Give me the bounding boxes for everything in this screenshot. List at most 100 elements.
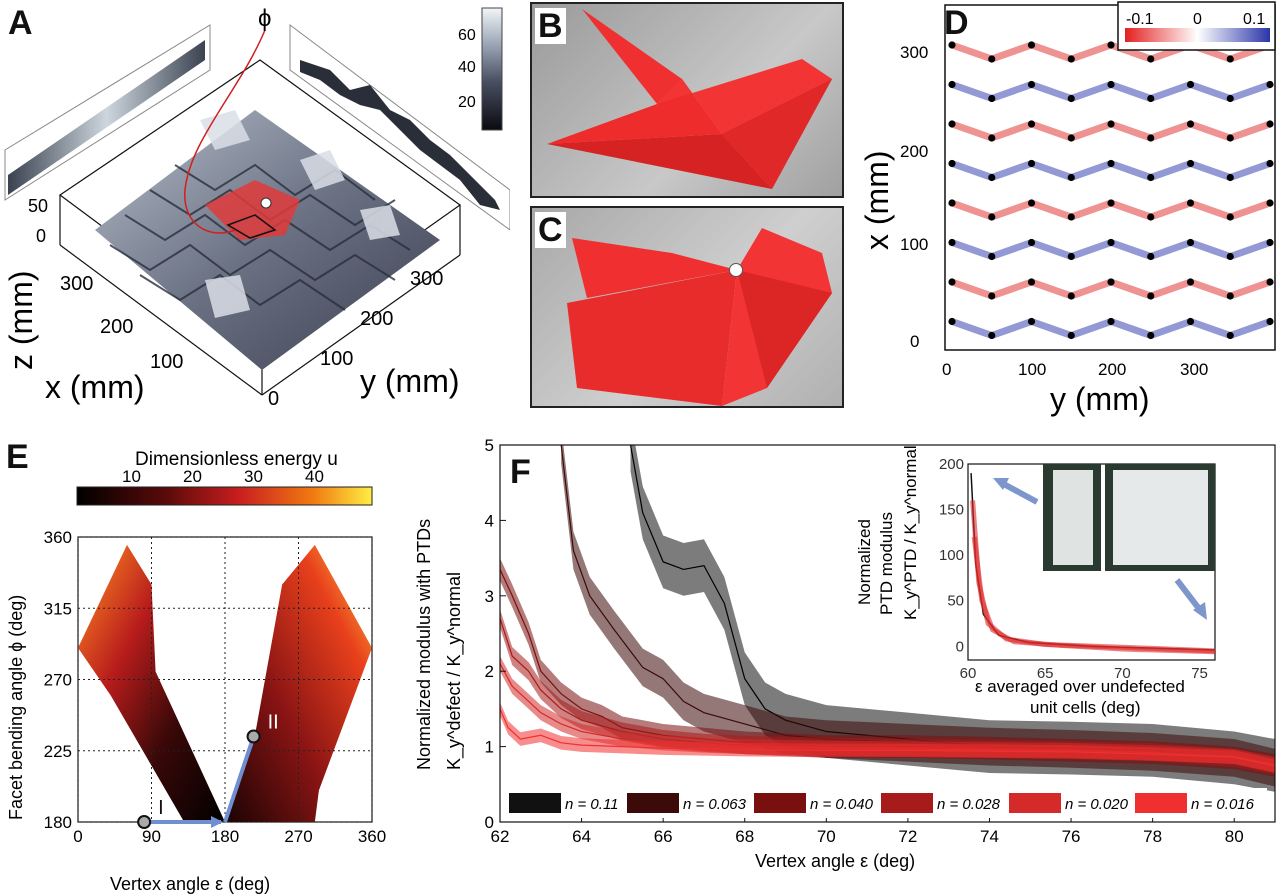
panel-c-photo xyxy=(530,206,844,408)
vertex-dot xyxy=(1147,134,1155,142)
panel-b-photo xyxy=(530,2,844,198)
vertex-dot xyxy=(1147,173,1155,182)
vertex-dot xyxy=(1186,80,1195,89)
svg-text:40: 40 xyxy=(458,59,476,76)
path-arrow-2 xyxy=(223,741,254,823)
f-series-group xyxy=(500,445,1275,792)
legend-swatch xyxy=(754,793,806,813)
legend-swatch xyxy=(509,793,561,813)
e-ytick: 225 xyxy=(44,742,72,761)
svg-text:300: 300 xyxy=(900,43,928,62)
vertex-dot xyxy=(948,278,956,286)
vertex-dot xyxy=(1226,134,1234,142)
f-xtick: 76 xyxy=(1062,827,1081,846)
vertex-dot xyxy=(988,292,996,300)
yz-projection xyxy=(300,60,500,210)
svg-text:200: 200 xyxy=(1098,360,1126,379)
svg-text:200: 200 xyxy=(900,142,928,161)
arrow-head xyxy=(1193,602,1207,620)
height-colorbar xyxy=(481,7,503,131)
vertex-dot xyxy=(1186,159,1195,168)
f-ytick: 4 xyxy=(485,511,494,530)
vertex-dot xyxy=(1226,252,1234,261)
svg-text:20: 20 xyxy=(183,467,202,486)
vertex-dot xyxy=(1186,278,1195,286)
vertex-dot xyxy=(1107,159,1115,168)
panel-e-label: E xyxy=(6,438,29,476)
inset-xtick: 70 xyxy=(1114,665,1131,682)
xz-projection-wall xyxy=(4,24,211,201)
phi-indicator-line xyxy=(184,29,266,234)
f-xlabel: Vertex angle ε (deg) xyxy=(755,851,915,871)
vertex-dot xyxy=(1226,94,1234,103)
vertex-dot xyxy=(1226,55,1234,63)
legend-swatch xyxy=(881,793,933,813)
vertex-dot xyxy=(948,41,956,49)
f-plot-area: 62 64 66 68 70 72 74 76 78 80 0 1 2 3 4 5 xyxy=(485,436,1276,846)
vertex-dot xyxy=(1266,120,1274,128)
vertex-dot xyxy=(1266,278,1274,286)
f-xtick: 68 xyxy=(735,827,754,846)
vertex-dot xyxy=(1147,55,1155,63)
y-axis-label: y (mm) xyxy=(360,363,460,399)
folded-sheet-c xyxy=(567,228,832,406)
vertex-dot xyxy=(1067,331,1075,340)
energy-colorbar xyxy=(76,486,373,506)
e-xtick: 180 xyxy=(211,827,239,846)
vertex-dot xyxy=(948,80,956,89)
f-ytick: 1 xyxy=(485,738,494,757)
vertex-marker xyxy=(260,197,272,209)
inset-ytick: 0 xyxy=(956,638,964,655)
vertex-dot xyxy=(1107,238,1115,247)
panel-e-energy-map: Dimensionless energy u 10 20 30 40 0 90 18… xyxy=(6,449,386,894)
vertex-dot xyxy=(1147,94,1155,103)
vertex-dot xyxy=(1147,292,1155,300)
curvature-colorbar xyxy=(1125,28,1270,42)
svg-text:100: 100 xyxy=(320,348,353,370)
defect-outline xyxy=(226,214,277,239)
e-xlabel: Vertex angle ε (deg) xyxy=(110,874,270,894)
vertex-dot xyxy=(1067,252,1075,261)
vertex-dot xyxy=(1186,120,1195,128)
vertex-dot xyxy=(988,331,996,340)
f-legend: n = 0.11 n = 0.063 n = 0.040 n = 0.028 n = 0… xyxy=(507,788,1267,818)
vertex-dot xyxy=(1107,317,1115,326)
yz-projection-wall xyxy=(289,24,510,231)
vertex-dot xyxy=(1186,317,1195,326)
vertex-dot xyxy=(1186,238,1195,247)
series-band xyxy=(630,445,1275,792)
e-xtick: 360 xyxy=(358,827,386,846)
legend-swatch xyxy=(1009,793,1061,813)
vertex-dot xyxy=(1147,252,1155,261)
d-xlabel: y (mm) xyxy=(1050,381,1150,417)
f-xtick: 80 xyxy=(1225,827,1244,846)
inset-ytick: 200 xyxy=(939,456,964,473)
vertex-dot xyxy=(1027,317,1036,326)
f-ylabel-1: Normalized modulus with PTDs xyxy=(414,519,434,770)
inset-ytick: 150 xyxy=(939,502,964,519)
state-label: I xyxy=(158,797,164,819)
vertex-dot xyxy=(1266,199,1274,207)
vertex-dot xyxy=(948,199,956,207)
vertex-dot xyxy=(1107,41,1115,49)
svg-text:0.1: 0.1 xyxy=(1243,11,1265,28)
panel-f-label: F xyxy=(510,453,531,491)
state-marker xyxy=(137,815,152,829)
phi-symbol: ϕ xyxy=(258,5,271,32)
svg-text:0: 0 xyxy=(36,226,46,246)
e-xtick: 90 xyxy=(142,827,161,846)
svg-text:50: 50 xyxy=(28,196,48,216)
f-ytick: 5 xyxy=(485,436,494,455)
vertex-dot xyxy=(1107,199,1115,207)
z-axis-label: z (mm) xyxy=(3,270,39,370)
f-xtick: 78 xyxy=(1143,827,1162,846)
x-axis-label: x (mm) xyxy=(45,369,145,405)
legend-label: n = 0.028 xyxy=(937,796,1001,813)
e-ytick: 270 xyxy=(44,671,72,690)
panel-f-modulus-plot: 62 64 66 68 70 72 74 76 78 80 0 1 2 3 4 5 Vertex angle … xyxy=(414,436,1276,871)
arrow-head xyxy=(993,478,1009,490)
svg-text:40: 40 xyxy=(305,467,324,486)
inset-ylabel-2: PTD modulus xyxy=(877,512,896,615)
vertex-dot xyxy=(1027,159,1036,168)
f-xtick: 62 xyxy=(491,827,510,846)
